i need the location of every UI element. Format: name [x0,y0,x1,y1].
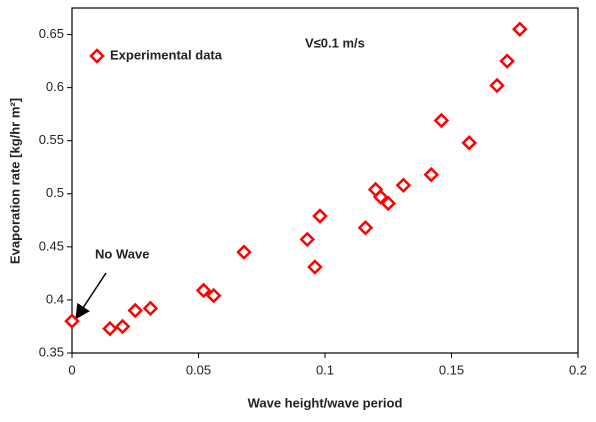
point [499,53,515,69]
point [114,318,131,335]
point [127,302,144,319]
legend-marker [89,48,105,64]
legend-label: Experimental data [110,47,223,62]
annotation: V≤0.1 m/s [305,35,365,50]
point [195,282,212,299]
x-axis-label: Wave height/wave period [248,395,403,410]
y-tick-label: 0.65 [39,26,64,41]
y-tick-label: 0.35 [39,344,64,359]
y-tick-label: 0.55 [39,132,64,147]
x-tick-label: 0 [68,362,75,377]
point [489,77,505,94]
point [512,21,528,37]
annotation: No Wave [95,246,149,261]
y-tick-label: 0.4 [46,291,64,306]
annotation-arrow [75,272,107,320]
point [236,244,252,260]
x-tick-label: 0.1 [316,362,334,377]
y-tick-label: 0.5 [46,185,64,200]
x-tick-label: 0.15 [439,362,464,377]
point [307,259,323,275]
y-tick-label: 0.6 [46,79,64,94]
point [372,189,389,205]
x-tick-label: 0.05 [186,362,211,377]
point [142,300,159,317]
y-tick-label: 0.45 [39,238,64,253]
point [102,320,118,337]
point [461,135,477,151]
point [357,219,374,236]
point [423,166,440,183]
point [380,195,397,212]
point [299,231,316,248]
point [433,112,450,129]
x-tick-label: 0.2 [569,362,587,377]
point [205,287,222,304]
point [64,313,80,329]
point [395,177,412,194]
y-axis-label: Evaporation rate [kg/hr m²] [7,98,22,264]
point [312,208,328,224]
